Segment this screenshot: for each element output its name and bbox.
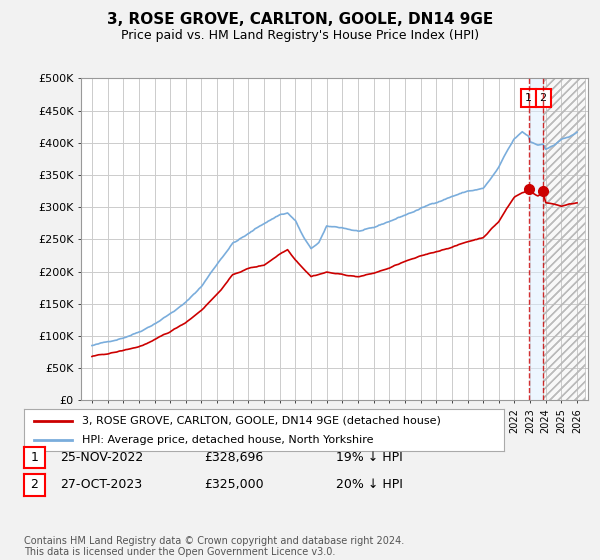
Text: 19% ↓ HPI: 19% ↓ HPI — [336, 451, 403, 464]
Text: 3, ROSE GROVE, CARLTON, GOOLE, DN14 9GE (detached house): 3, ROSE GROVE, CARLTON, GOOLE, DN14 9GE … — [82, 416, 440, 426]
Text: 1: 1 — [31, 451, 38, 464]
Text: 2: 2 — [31, 478, 38, 492]
Text: 2: 2 — [539, 93, 547, 102]
Text: Price paid vs. HM Land Registry's House Price Index (HPI): Price paid vs. HM Land Registry's House … — [121, 29, 479, 42]
Text: 25-NOV-2022: 25-NOV-2022 — [60, 451, 143, 464]
Text: 3, ROSE GROVE, CARLTON, GOOLE, DN14 9GE: 3, ROSE GROVE, CARLTON, GOOLE, DN14 9GE — [107, 12, 493, 27]
Text: £325,000: £325,000 — [204, 478, 263, 492]
Text: HPI: Average price, detached house, North Yorkshire: HPI: Average price, detached house, Nort… — [82, 435, 373, 445]
Text: Contains HM Land Registry data © Crown copyright and database right 2024.
This d: Contains HM Land Registry data © Crown c… — [24, 535, 404, 557]
Bar — [529, 78, 543, 400]
Bar — [543, 78, 585, 400]
Text: 1: 1 — [525, 93, 532, 102]
Text: 27-OCT-2023: 27-OCT-2023 — [60, 478, 142, 492]
Bar — [543, 78, 585, 400]
Text: 20% ↓ HPI: 20% ↓ HPI — [336, 478, 403, 492]
Text: £328,696: £328,696 — [204, 451, 263, 464]
Bar — [543, 78, 585, 400]
